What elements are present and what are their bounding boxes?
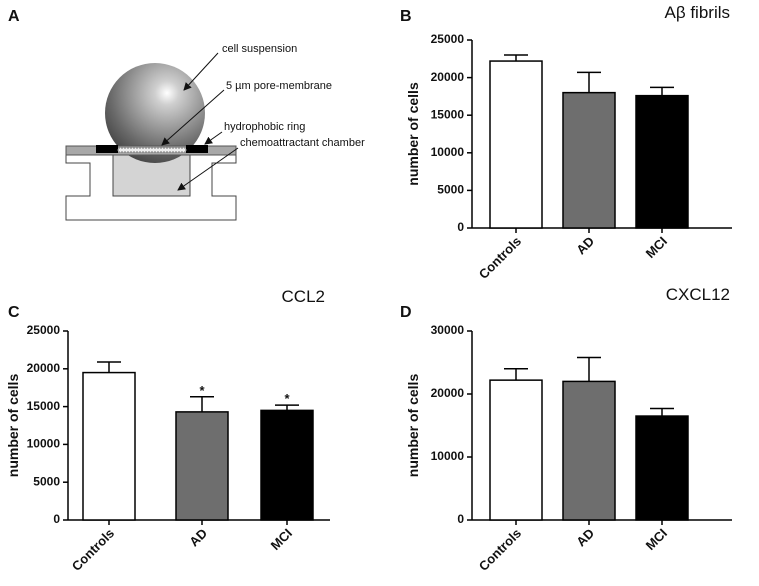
y-tick-label: 0 <box>457 512 464 526</box>
x-tick-label: AD <box>186 526 210 550</box>
bar <box>562 91 616 229</box>
x-tick-label: Controls <box>476 526 524 574</box>
diagram-label: hydrophobic ring <box>224 121 305 133</box>
y-axis-label: number of cells <box>5 374 21 478</box>
bar <box>175 411 229 521</box>
diagram-label: cell suspension <box>222 43 297 55</box>
y-tick-label: 20000 <box>431 70 465 84</box>
x-tick-label: Controls <box>476 234 524 282</box>
bar <box>635 415 689 521</box>
panel-label: A <box>8 8 20 25</box>
significance: * <box>199 383 205 398</box>
chart-title: CCL2 <box>282 287 325 306</box>
diagram-label: chemoattractant chamber <box>240 137 365 149</box>
diagram: A cell suspension 5 µm pore-membrane hyd… <box>8 8 365 221</box>
arrow <box>183 52 219 91</box>
y-tick-label: 10000 <box>431 145 465 159</box>
bar <box>260 409 314 521</box>
bar <box>562 380 616 521</box>
arrow <box>177 147 239 191</box>
chart-title: Aβ fibrils <box>664 3 730 22</box>
y-tick-label: 0 <box>53 512 60 526</box>
ring <box>186 145 208 153</box>
x-tick-label: MCI <box>643 526 670 553</box>
cell-suspension <box>105 63 205 163</box>
bar <box>635 94 689 229</box>
significance: * <box>284 391 290 406</box>
y-tick-label: 15000 <box>27 399 61 413</box>
y-tick-label: 5000 <box>437 183 464 197</box>
ring <box>96 145 118 153</box>
bar <box>489 379 543 521</box>
y-tick-label: 25000 <box>27 323 61 337</box>
x-tick-label: AD <box>573 526 597 550</box>
arrow <box>204 131 223 145</box>
y-tick-label: 10000 <box>431 449 465 463</box>
y-tick-label: 5000 <box>33 474 60 488</box>
y-tick-label: 15000 <box>431 107 465 121</box>
panel-label: D <box>400 304 412 321</box>
y-tick-label: 30000 <box>431 323 465 337</box>
y-tick-label: 10000 <box>27 437 61 451</box>
bar <box>489 60 543 229</box>
y-tick-label: 20000 <box>27 361 61 375</box>
y-axis-label: number of cells <box>405 374 421 478</box>
y-tick-label: 20000 <box>431 386 465 400</box>
x-tick-label: AD <box>573 234 597 258</box>
arrow <box>161 89 225 146</box>
chart-title: CXCL12 <box>666 285 730 304</box>
panel-label: B <box>400 8 412 25</box>
x-tick-label: MCI <box>643 234 670 261</box>
bar <box>82 371 136 521</box>
y-tick-label: 25000 <box>431 32 465 46</box>
x-tick-label: MCI <box>268 526 295 553</box>
panel-label: C <box>8 304 20 321</box>
y-axis-label: number of cells <box>405 82 421 186</box>
x-tick-label: Controls <box>69 526 117 574</box>
y-tick-label: 0 <box>457 220 464 234</box>
diagram-label: 5 µm pore-membrane <box>226 80 332 92</box>
membrane <box>117 147 187 153</box>
